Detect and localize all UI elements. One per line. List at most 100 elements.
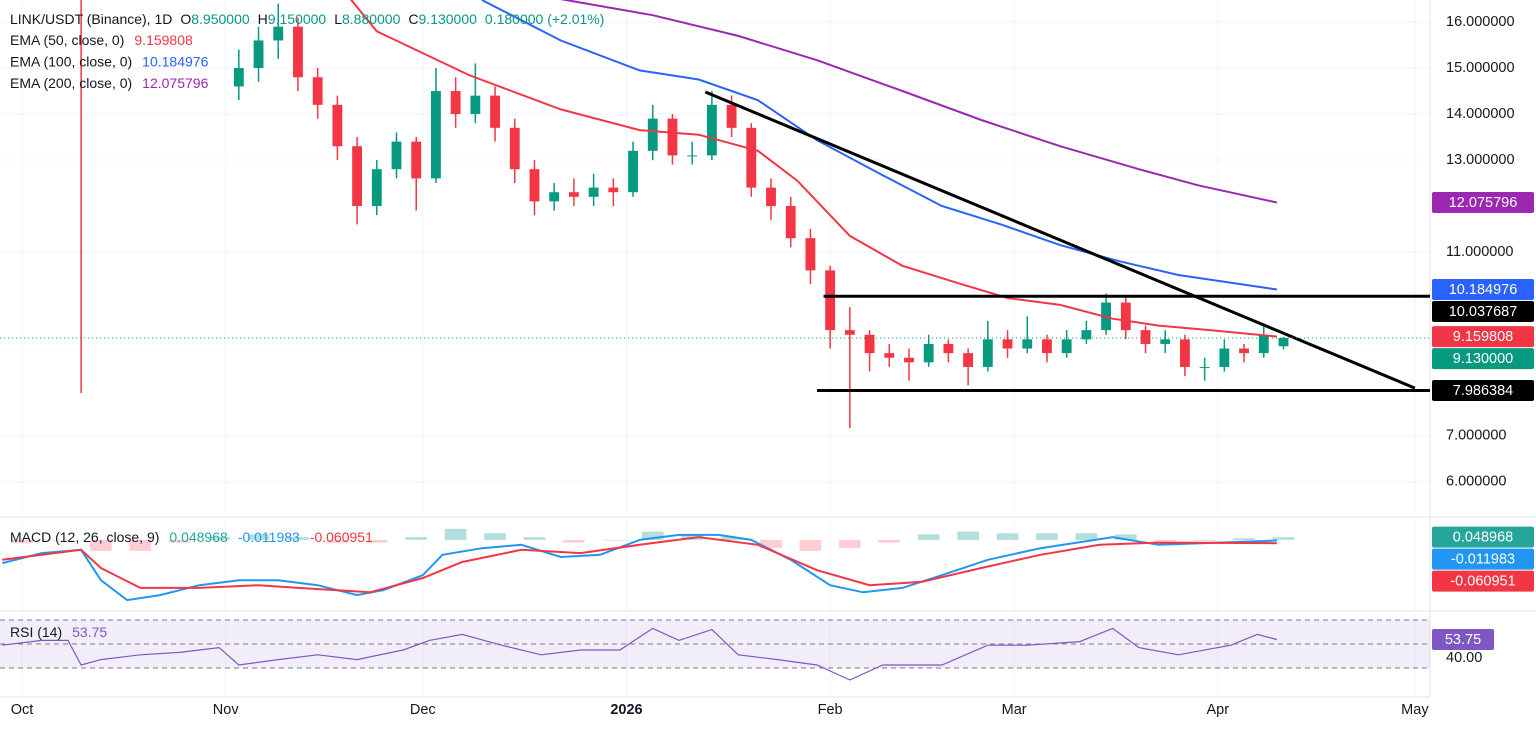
price-badge [1432,326,1534,348]
legend-line: LINK/USDT (Binance), 1D O8.950000 H9.15000… [10,11,604,27]
histogram-bar [484,533,506,540]
histogram-bar [1193,539,1216,541]
pane [2,528,1295,602]
histogram-bar [365,539,388,543]
candle-body [568,192,579,197]
histogram-bar [168,539,191,543]
price-badge-label: 0.048968 [1453,530,1513,546]
histogram-bar [208,537,230,540]
histogram-bar [996,533,1019,540]
x-tick-label: Dec [410,702,436,718]
legend-series-name: EMA (50, close, 0) [10,32,124,48]
price-badge-label: 9.159808 [1453,329,1513,345]
x-tick-label: Feb [818,702,843,718]
candle-body [1042,339,1052,354]
histogram-bar [444,528,467,540]
candle-body [1199,366,1210,368]
price-badge [1432,380,1534,402]
legend-value: -0.011983 [238,529,300,545]
legend-series-value: 12.075796 [142,75,208,91]
price-badge-label: -0.011983 [1451,552,1515,568]
legend-title: RSI (14) [10,624,62,640]
trendline [704,90,1416,390]
histogram-bar [90,539,112,551]
candle-body [490,95,500,128]
price-badge [1432,348,1534,370]
price-badge-label: 53.75 [1445,632,1481,648]
price-badge-label: 7.986384 [1453,383,1513,399]
ema-line [349,0,1277,338]
histogram-bar [50,539,73,541]
candle-body [785,206,796,239]
candle-body [1081,330,1092,340]
price-badge [1432,526,1534,548]
price-badge [1432,570,1534,592]
ema-line [560,0,1278,204]
legend-title: MACD (12, 26, close, 9) [10,529,159,545]
price-badge [1432,278,1534,300]
price-badge-label: -0.060951 [1450,574,1515,590]
candle-body [1061,339,1072,354]
candle-body [825,270,836,331]
histogram-bar [1154,539,1177,542]
y-tick-label: 16.000000 [1446,14,1515,30]
grid [0,0,1431,697]
candle-body [312,77,323,105]
histogram-bar [1075,533,1098,540]
legend-value: 0.048968 [169,529,228,545]
ema-line [481,0,1278,291]
price-badge [1432,300,1534,322]
candle-body [726,104,737,128]
legend-series-value: 9.159808 [134,32,193,48]
price-badge [1432,192,1534,214]
macd-line [2,536,1277,594]
legend-key: O [180,11,191,27]
histogram-bar [799,539,822,551]
histogram-bar [720,537,743,540]
pane [0,0,1430,429]
candle-body [233,68,244,87]
legend-line: RSI (14) 53.75 [10,624,107,640]
y-tick-label: 7.000000 [1446,428,1506,444]
candle-body [332,104,343,147]
histogram-bar [326,539,349,543]
candle-body [1180,339,1190,367]
candle-body [805,238,816,271]
y-tick-label: 14.000000 [1446,106,1515,122]
candle-body [1278,337,1289,347]
histogram-bar [563,539,585,543]
legend-value: 8.950000 [191,11,250,27]
legend-line: EMA (50, close, 0) 9.159808 [10,32,193,48]
price-badge-label: 9.130000 [1453,351,1513,367]
candle-body [509,127,520,170]
histogram-bar [1036,533,1058,540]
candle-body [647,118,658,151]
candle-body [923,343,934,363]
candle-body [588,187,599,197]
y-tick-label: 13.000000 [1446,152,1515,168]
candle-body [864,334,875,354]
histogram-bar [917,534,940,540]
candle-body [293,26,303,78]
legend-change: 0.180000 (+2.01%) [485,11,604,27]
legend-value: -0.060951 [310,529,373,545]
price-badge [1432,548,1534,570]
candle-body [371,169,382,206]
overlay: Oct Nov Dec 2026 Feb Mar Apr May 6.000000 7.00000… [10,11,1534,718]
histogram-bar [602,539,625,541]
y-tick-label: 6.000000 [1446,474,1506,490]
legend-key: C [408,11,418,27]
histogram-bar [11,539,33,544]
candle-body [963,353,974,367]
x-tick-label: Nov [213,702,240,718]
candle-body [1002,339,1013,349]
candle-body [1120,302,1131,331]
pane [0,619,1430,681]
histogram-bar [247,534,270,540]
histogram-bar [760,539,782,549]
histogram-bar [957,531,979,540]
candle-body [411,141,422,179]
histogram-bar [878,539,901,543]
